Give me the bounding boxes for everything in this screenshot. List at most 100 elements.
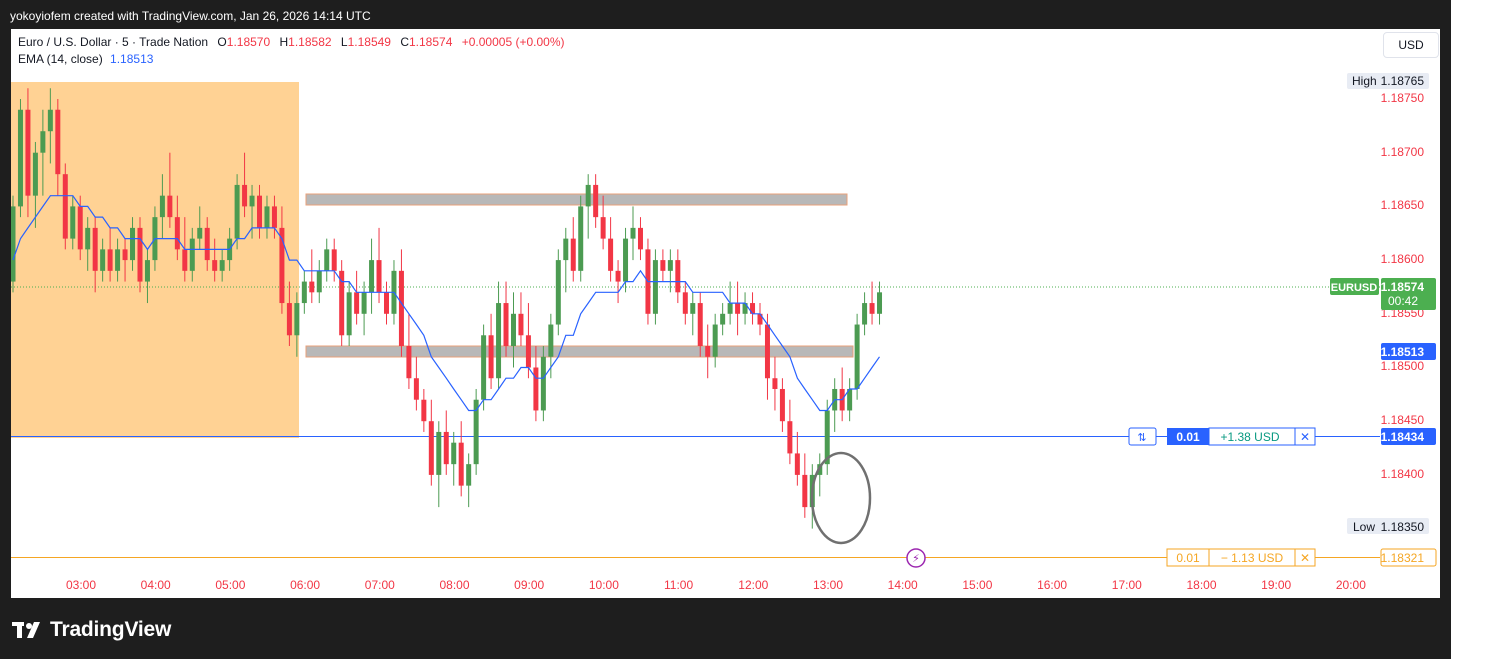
candle-body[interactable]	[540, 356, 546, 411]
candle-body[interactable]	[667, 260, 673, 271]
candle-body[interactable]	[17, 109, 23, 207]
annotation-ellipse[interactable]	[810, 451, 872, 545]
candle-body[interactable]	[847, 388, 853, 411]
candle-body[interactable]	[294, 303, 300, 336]
candle-body[interactable]	[100, 249, 106, 271]
candle-body[interactable]	[376, 260, 382, 293]
candle-body[interactable]	[764, 324, 770, 379]
support-zone[interactable]	[305, 345, 854, 358]
candle-body[interactable]	[503, 303, 509, 347]
candle-body[interactable]	[787, 421, 793, 454]
candle-body[interactable]	[384, 292, 389, 314]
position-close-button[interactable]	[1294, 427, 1316, 446]
candle-body[interactable]	[55, 109, 61, 175]
candle-body[interactable]	[697, 303, 703, 347]
candle-body[interactable]	[85, 227, 91, 250]
candle-body[interactable]	[742, 303, 748, 314]
candle-body[interactable]	[159, 195, 165, 218]
candle-body[interactable]	[630, 227, 636, 239]
symbol-legend[interactable]: Euro / U.S. Dollar · 5 · Trade Nation O1…	[18, 35, 564, 49]
candle-body[interactable]	[779, 388, 785, 422]
candle-body[interactable]	[735, 303, 741, 314]
time-axis[interactable]: 03:00 04:00 05:00 06:00 07:00 08:00 09:00 10:00…	[66, 578, 1366, 592]
candle-body[interactable]	[398, 270, 404, 347]
candle-body[interactable]	[690, 303, 696, 314]
candle-body[interactable]	[249, 195, 255, 207]
candle-body[interactable]	[197, 227, 203, 239]
candle-body[interactable]	[675, 260, 681, 293]
reverse-button[interactable]	[1128, 427, 1157, 446]
candle-body[interactable]	[144, 260, 150, 282]
candle-body[interactable]	[652, 260, 658, 314]
candle-body[interactable]	[727, 303, 733, 314]
candle-body[interactable]	[339, 270, 345, 336]
candle-body[interactable]	[854, 324, 860, 389]
ema-line[interactable]	[12, 195, 880, 412]
candle-body[interactable]	[324, 249, 330, 271]
candle-body[interactable]	[271, 206, 277, 228]
candle-body[interactable]	[712, 324, 718, 357]
candle-body[interactable]	[219, 260, 225, 271]
candle-body[interactable]	[286, 303, 292, 336]
candle-body[interactable]	[563, 238, 569, 261]
candle-body[interactable]	[77, 206, 83, 250]
candle-body[interactable]	[525, 335, 531, 368]
ema-title[interactable]: EMA (14, close)	[18, 52, 103, 66]
candle-body[interactable]	[533, 367, 539, 411]
candle-body[interactable]	[92, 227, 98, 271]
candle-body[interactable]	[137, 227, 143, 282]
candle-body[interactable]	[369, 260, 375, 293]
order-close-button[interactable]	[1294, 548, 1316, 567]
candle-body[interactable]	[279, 227, 285, 304]
candle-body[interactable]	[436, 431, 442, 475]
candle-body[interactable]	[682, 292, 688, 314]
candle-body[interactable]	[32, 152, 38, 196]
candle-body[interactable]	[660, 260, 666, 271]
candle-body[interactable]	[510, 313, 516, 347]
candle-body[interactable]	[794, 453, 800, 475]
candle-body[interactable]	[862, 303, 868, 325]
candle-body[interactable]	[189, 238, 195, 271]
candle-body[interactable]	[570, 238, 576, 271]
candle-body[interactable]	[585, 184, 591, 207]
candle-body[interactable]	[361, 292, 367, 314]
candle-body[interactable]	[421, 399, 427, 422]
candle-body[interactable]	[705, 346, 711, 357]
candle-body[interactable]	[637, 227, 643, 250]
candle-body[interactable]	[10, 206, 16, 282]
candle-body[interactable]	[115, 249, 121, 271]
candle-body[interactable]	[25, 109, 31, 196]
candle-body[interactable]	[451, 442, 457, 465]
candle-body[interactable]	[346, 292, 352, 336]
candle-body[interactable]	[234, 184, 240, 239]
candle-body[interactable]	[242, 184, 248, 207]
candle-body[interactable]	[750, 303, 756, 314]
candle-body[interactable]	[869, 303, 875, 314]
candle-body[interactable]	[316, 270, 322, 293]
candle-body[interactable]	[309, 281, 315, 293]
candle-body[interactable]	[615, 270, 621, 282]
candle-body[interactable]	[466, 464, 472, 486]
candle-body[interactable]	[772, 378, 778, 389]
candle-body[interactable]	[47, 109, 53, 132]
candle-body[interactable]	[600, 217, 606, 239]
candle-body[interactable]	[182, 249, 188, 271]
candle-body[interactable]	[174, 217, 180, 250]
candle-body[interactable]	[406, 346, 412, 379]
chart-panel[interactable]: ⇅ 0.01 +1.38 USD ✕ 0.01 − 1.13 USD ✕ ⚡	[10, 29, 1440, 598]
candle-body[interactable]	[578, 206, 584, 271]
candle-body[interactable]	[555, 260, 561, 325]
candle-body[interactable]	[496, 303, 502, 379]
position-widget[interactable]: ⇅ 0.01 +1.38 USD ✕	[1128, 427, 1316, 446]
candle-body[interactable]	[443, 431, 449, 465]
candle-body[interactable]	[473, 399, 479, 465]
candle-body[interactable]	[130, 227, 136, 261]
candle-body[interactable]	[720, 313, 726, 325]
chart-canvas[interactable]: ⇅ 0.01 +1.38 USD ✕ 0.01 − 1.13 USD ✕ ⚡	[10, 29, 1440, 598]
candle-body[interactable]	[458, 442, 464, 486]
candle-body[interactable]	[40, 131, 46, 153]
candle-body[interactable]	[212, 260, 218, 271]
candle-body[interactable]	[70, 206, 76, 239]
candle-body[interactable]	[264, 206, 270, 228]
candle-body[interactable]	[548, 324, 554, 357]
